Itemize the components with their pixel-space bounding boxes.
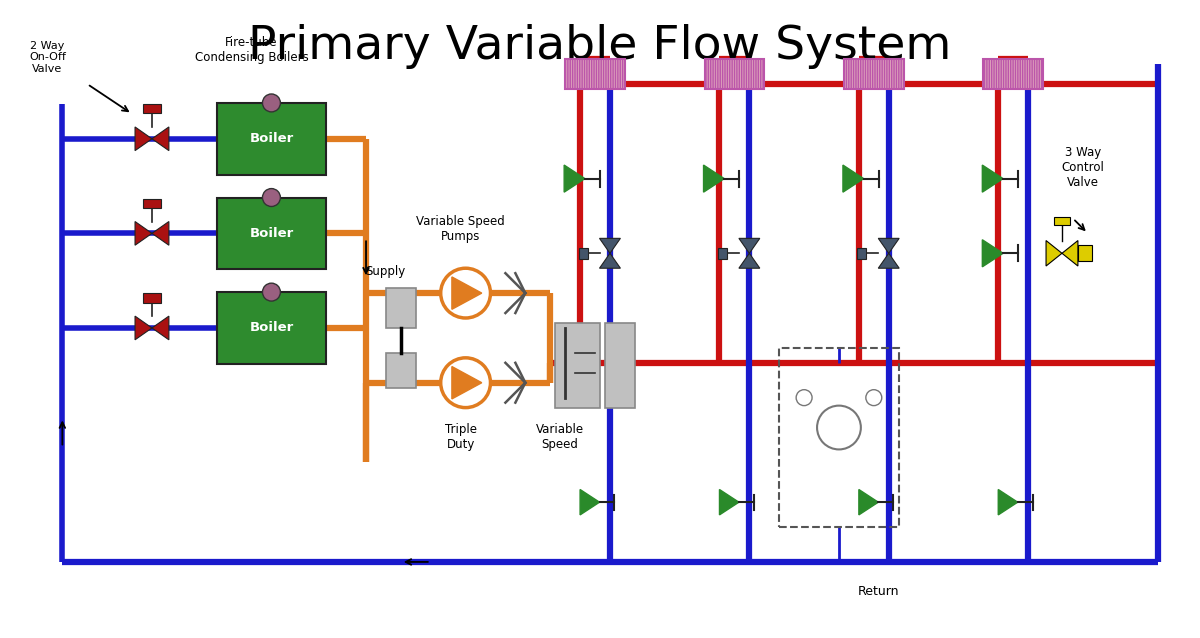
Polygon shape <box>842 165 864 192</box>
Polygon shape <box>580 489 600 515</box>
Bar <box>217 292 326 364</box>
Bar <box>857 248 866 258</box>
Polygon shape <box>152 316 169 340</box>
Bar <box>605 323 635 408</box>
Circle shape <box>263 283 281 301</box>
Polygon shape <box>878 253 899 268</box>
Text: Variable
Speed: Variable Speed <box>536 424 584 452</box>
Bar <box>565 59 625 89</box>
Polygon shape <box>564 165 584 192</box>
Bar <box>578 248 588 258</box>
Polygon shape <box>720 489 739 515</box>
Text: 3 Way
Control
Valve: 3 Way Control Valve <box>1062 145 1104 189</box>
Polygon shape <box>1062 241 1078 266</box>
Bar <box>1054 217 1070 225</box>
Bar <box>217 103 326 175</box>
Bar <box>386 353 416 388</box>
Text: Return: Return <box>858 585 900 598</box>
Circle shape <box>440 358 491 408</box>
Bar <box>983 59 1043 89</box>
Polygon shape <box>452 277 481 309</box>
Text: Triple
Duty: Triple Duty <box>445 424 476 452</box>
Bar <box>1078 246 1092 261</box>
Polygon shape <box>998 489 1018 515</box>
Bar <box>217 198 326 269</box>
Circle shape <box>440 268 491 318</box>
Bar <box>386 288 416 328</box>
Text: Supply: Supply <box>366 265 406 278</box>
Bar <box>143 198 161 208</box>
Circle shape <box>263 94 281 112</box>
Polygon shape <box>983 165 1003 192</box>
Circle shape <box>796 390 812 406</box>
Text: Primary Variable Flow System: Primary Variable Flow System <box>248 24 952 70</box>
Bar <box>779 348 899 527</box>
Polygon shape <box>600 253 620 268</box>
Text: Boiler: Boiler <box>250 322 294 334</box>
Text: Boiler: Boiler <box>250 227 294 240</box>
Text: 2 Way
On-Off
Valve: 2 Way On-Off Valve <box>29 41 66 74</box>
Polygon shape <box>600 239 620 253</box>
Bar <box>718 248 727 258</box>
Polygon shape <box>878 239 899 253</box>
Polygon shape <box>739 239 760 253</box>
Polygon shape <box>452 367 481 399</box>
Bar <box>556 323 600 408</box>
Circle shape <box>866 390 882 406</box>
Polygon shape <box>739 253 760 268</box>
Polygon shape <box>703 165 725 192</box>
Circle shape <box>817 406 860 449</box>
Bar <box>704 59 764 89</box>
Bar <box>143 104 161 114</box>
Polygon shape <box>983 240 1003 267</box>
Bar <box>844 59 904 89</box>
Polygon shape <box>859 489 878 515</box>
Polygon shape <box>1046 241 1062 266</box>
Text: Fire-tube
Condensing Boilers: Fire-tube Condensing Boilers <box>194 36 308 64</box>
Bar <box>143 293 161 302</box>
Polygon shape <box>136 221 152 245</box>
Polygon shape <box>152 221 169 245</box>
Text: Variable Speed
Pumps: Variable Speed Pumps <box>416 216 505 243</box>
Circle shape <box>263 189 281 207</box>
Polygon shape <box>136 127 152 151</box>
Polygon shape <box>136 316 152 340</box>
Polygon shape <box>152 127 169 151</box>
Text: Boiler: Boiler <box>250 132 294 145</box>
